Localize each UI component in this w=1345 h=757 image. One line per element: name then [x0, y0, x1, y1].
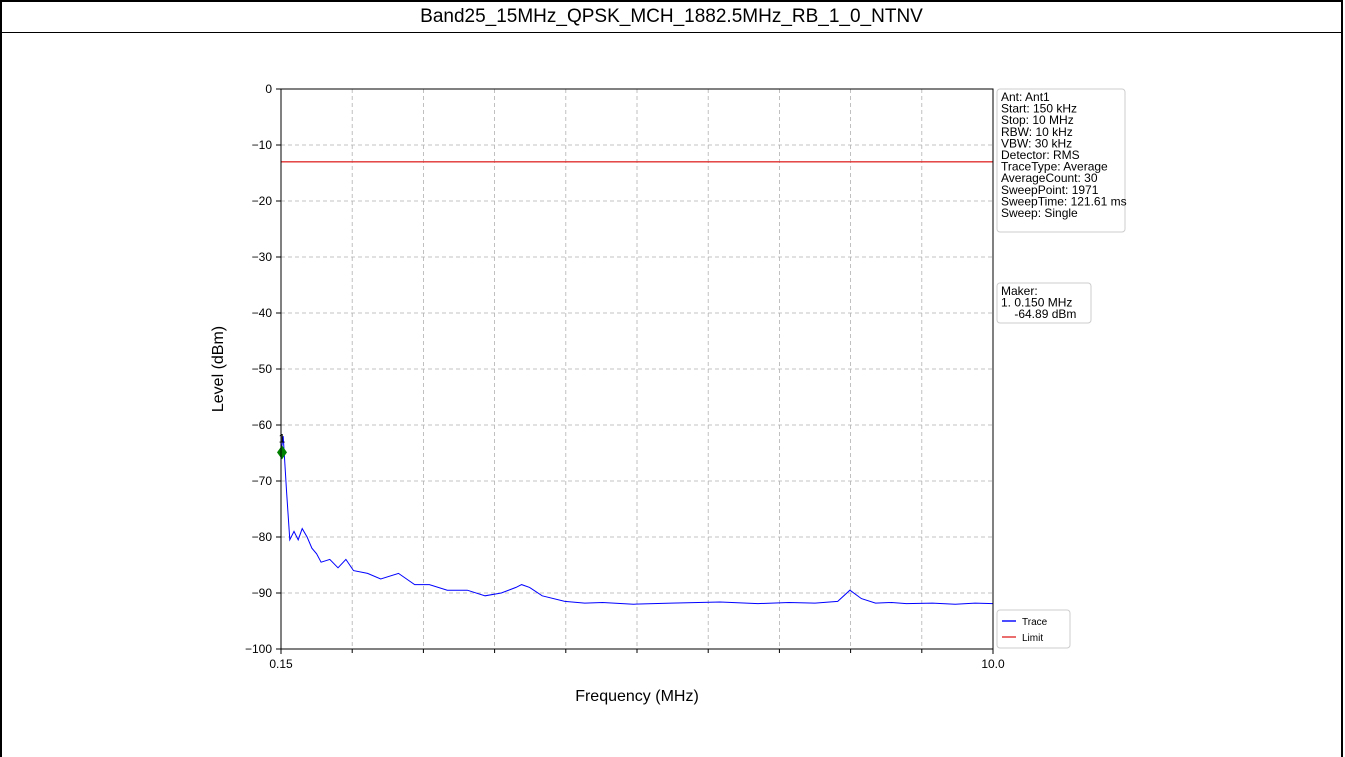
marker-readout-line: -64.89 dBm	[1001, 307, 1076, 321]
settings-line: AverageCount: 30	[1001, 171, 1098, 185]
x-axis-label: Frequency (MHz)	[575, 688, 699, 705]
y-tick-label: −30	[252, 250, 273, 264]
marker-label: 1	[279, 431, 286, 445]
chart-title: Band25_15MHz_QPSK_MCH_1882.5MHz_RB_1_0_N…	[420, 6, 923, 27]
y-tick-label: −60	[252, 418, 273, 432]
y-tick-label: −10	[252, 138, 273, 152]
y-tick-label: 0	[265, 82, 272, 96]
y-axis-label: Level (dBm)	[210, 326, 227, 412]
y-tick-label: −70	[252, 474, 273, 488]
y-tick-label: −100	[245, 642, 272, 656]
marker-diamond	[277, 445, 287, 460]
settings-line: SweepPoint: 1971	[1001, 183, 1099, 197]
marker-readout-line: 1. 0.150 MHz	[1001, 296, 1072, 310]
y-tick-label: −20	[252, 194, 273, 208]
legend-entry-label: Trace	[1022, 617, 1048, 628]
y-tick-label: −80	[252, 530, 273, 544]
settings-line: Stop: 10 MHz	[1001, 113, 1074, 127]
settings-line: SweepTime: 121.61 ms	[1001, 194, 1127, 208]
x-tick-label: 0.15	[269, 657, 293, 671]
legend: Trace Limit	[996, 609, 1071, 649]
marker-readout-line: Maker:	[1001, 284, 1038, 298]
y-tick-label: −50	[252, 362, 273, 376]
settings-line: RBW: 10 kHz	[1001, 125, 1073, 139]
settings-line: VBW: 30 kHz	[1001, 136, 1072, 150]
series-line-trace	[280, 436, 994, 605]
settings-line: Start: 150 kHz	[1001, 102, 1077, 116]
settings-line: TraceType: Average	[1001, 160, 1108, 174]
x-tick-label: 10.0	[981, 657, 1005, 671]
legend-entry-label: Limit	[1022, 633, 1043, 644]
marker-readout-box: Maker:1. 0.150 MHz -64.89 dBm	[996, 282, 1092, 324]
trace-layer: 1	[277, 161, 994, 605]
settings-line: Detector: RMS	[1001, 148, 1080, 162]
title-divider	[2, 32, 1341, 33]
y-tick-label: −40	[252, 306, 273, 320]
settings-line: Ant: Ant1	[1001, 90, 1050, 104]
grid-layer	[281, 89, 993, 649]
y-tick-label: −90	[252, 586, 273, 600]
settings-line: Sweep: Single	[1001, 206, 1078, 220]
